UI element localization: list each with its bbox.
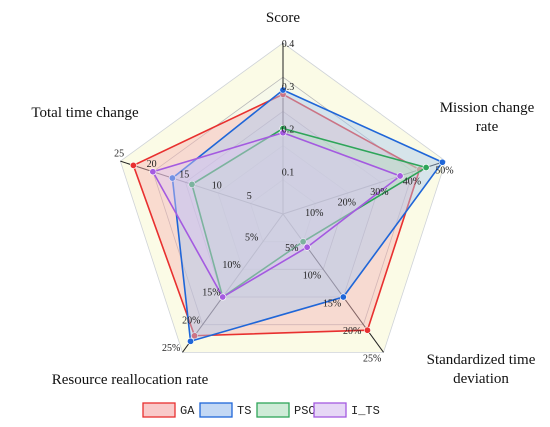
tick-label-0-2: 0.3 [282,82,295,93]
tick-label-3-3: 20% [182,315,200,326]
legend-label-PSO: PSO [294,404,316,418]
tick-label-0-1: 0.2 [282,125,295,136]
data-point-TS-1 [438,158,446,166]
tick-label-4-4: 25 [114,149,124,160]
tick-label-4-0: 5 [247,191,252,202]
data-point-PSO-4 [188,180,196,188]
legend-item-PSO: PSO [256,402,316,418]
data-point-I_TS-4 [149,168,157,176]
legend-swatch-PSO [256,402,290,418]
series-PSO [188,125,430,301]
data-point-TS-3 [187,337,195,345]
data-point-PSO-1 [422,163,430,171]
tick-label-1-4: 50% [435,166,453,177]
radar-spoke-4 [120,160,284,215]
radar-grid-ring-3 [184,110,382,298]
axis-title-0: Score [266,10,300,26]
data-point-I_TS-0 [279,129,287,137]
legend-item-GA: GA [142,402,195,418]
axis-title-3: Resource reallocation rate [52,372,209,388]
legend-swatch-TS [199,402,233,418]
tick-label-0-3: 0.4 [282,39,295,50]
tick-label-2-1: 10% [303,271,321,282]
legend-label-I_TS: I_TS [351,404,380,418]
series-polygon-I_TS [151,131,402,299]
tick-label-2-0: 5% [285,243,298,254]
radar-grid-ring-1 [250,179,316,243]
axis-title-4: Total time change [31,105,139,121]
tick-label-3-0: 5% [245,232,258,243]
data-point-TS-4 [168,174,176,182]
radar-spoke-3 [182,213,284,353]
legend-label-GA: GA [180,404,195,418]
data-point-GA-3 [191,332,199,340]
radar-grid-ring-4 [152,76,414,326]
axis-title-1: Mission change rate [440,100,535,135]
legend-item-I_TS: I_TS [313,402,380,418]
tick-label-2-4: 25% [363,354,381,365]
radar-series-layer [129,86,446,345]
tick-label-2-3: 20% [343,326,361,337]
data-point-I_TS-2 [303,243,311,251]
legend-swatch-GA [142,402,176,418]
tick-label-3-4: 25% [162,343,180,354]
series-polygon-PSO [190,127,429,299]
legend-swatch-I_TS [313,402,347,418]
series-GA [129,90,424,340]
tick-label-2-2: 15% [323,298,341,309]
tick-label-1-0: 10% [305,208,323,219]
legend-label-TS: TS [237,404,251,418]
tick-label-4-2: 15 [179,170,189,181]
legend-item-TS: TS [199,402,251,418]
radar-grid-ring-5 [119,42,447,353]
radar-tick-labels: 0.1 0.2 0.3 0.4 10% 20% 30% 40% 50% 5% 10% 15% 20% 25… [114,39,453,365]
tick-label-1-2: 30% [370,187,388,198]
tick-label-3-1: 10% [222,260,240,271]
data-point-GA-2 [363,326,371,334]
radar-axis-titles: Score Mission change rate Standardized time… [31,10,535,388]
data-point-I_TS-1 [396,172,404,180]
tick-label-0-0: 0.1 [282,167,295,178]
tick-label-1-3: 40% [403,176,421,187]
data-point-I_TS-3 [219,293,227,301]
tick-label-4-3: 20 [147,159,157,170]
data-point-GA-4 [129,161,137,169]
tick-label-1-1: 20% [338,197,356,208]
data-point-TS-2 [339,293,347,301]
chart-legend: GA TS PSO I_TS [142,402,380,418]
radar-grid-ring-2 [217,145,349,270]
series-I_TS [149,129,404,301]
axis-title-2: Standardized time deviation [427,352,536,387]
data-point-PSO-2 [299,238,307,246]
series-polygon-GA [132,93,421,337]
tick-label-3-2: 15% [202,288,220,299]
data-point-TS-0 [279,86,287,94]
tick-label-4-1: 10 [212,180,222,191]
